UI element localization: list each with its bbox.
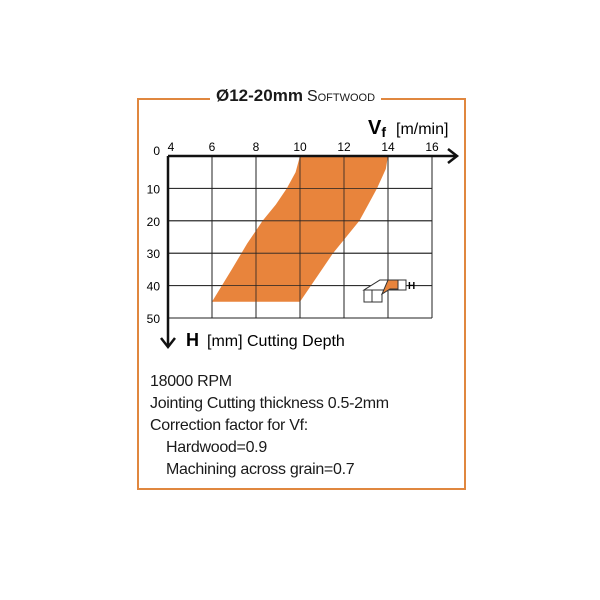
note-rpm: 18000 RPM [150, 373, 232, 390]
y-axis-label: [mm] Cutting Depth [207, 333, 345, 350]
axes [160, 148, 460, 350]
note-correction: Correction factor for Vf: [150, 417, 308, 434]
x-tick-label: 4 [168, 140, 175, 154]
x-axis-unit: [m/min] [396, 121, 448, 138]
x-tick-label: 12 [337, 140, 351, 154]
x-tick-label: 6 [209, 140, 216, 154]
note-across-grain: Machining across grain=0.7 [166, 461, 355, 478]
grid-lines-over [167, 155, 433, 319]
y-axis-symbol: H [186, 330, 199, 350]
notes: 18000 RPM Jointing Cutting thickness 0.5… [150, 371, 389, 481]
note-hardwood: Hardwood=0.9 [166, 439, 267, 456]
x-tick-label: 8 [253, 140, 260, 154]
x-tick-label: 14 [381, 140, 395, 154]
title-main: Ø12-20mm [216, 86, 303, 105]
tick-labels: 4 6 8 10 12 14 16 0 10 20 30 40 50 [147, 140, 439, 326]
y-tick-label: 10 [147, 182, 161, 196]
diagram-title: Ø12-20mm Softwood [210, 86, 382, 106]
y-axis-arrow [160, 337, 176, 350]
x-axis-symbol: Vf [368, 117, 386, 140]
y-tick-label: 30 [147, 247, 161, 261]
workpiece-inset-icon: H [362, 279, 415, 303]
x-tick-label: 16 [425, 140, 439, 154]
title-sub: Softwood [306, 88, 376, 105]
y-tick-label: 40 [147, 280, 161, 294]
y-tick-label: 0 [153, 144, 160, 158]
inset-label: H [408, 281, 415, 292]
x-tick-label: 10 [293, 140, 307, 154]
x-axis-arrow [447, 148, 460, 164]
note-thickness: Jointing Cutting thickness 0.5-2mm [150, 395, 389, 412]
y-tick-label: 50 [147, 312, 161, 326]
y-tick-label: 20 [147, 215, 161, 229]
